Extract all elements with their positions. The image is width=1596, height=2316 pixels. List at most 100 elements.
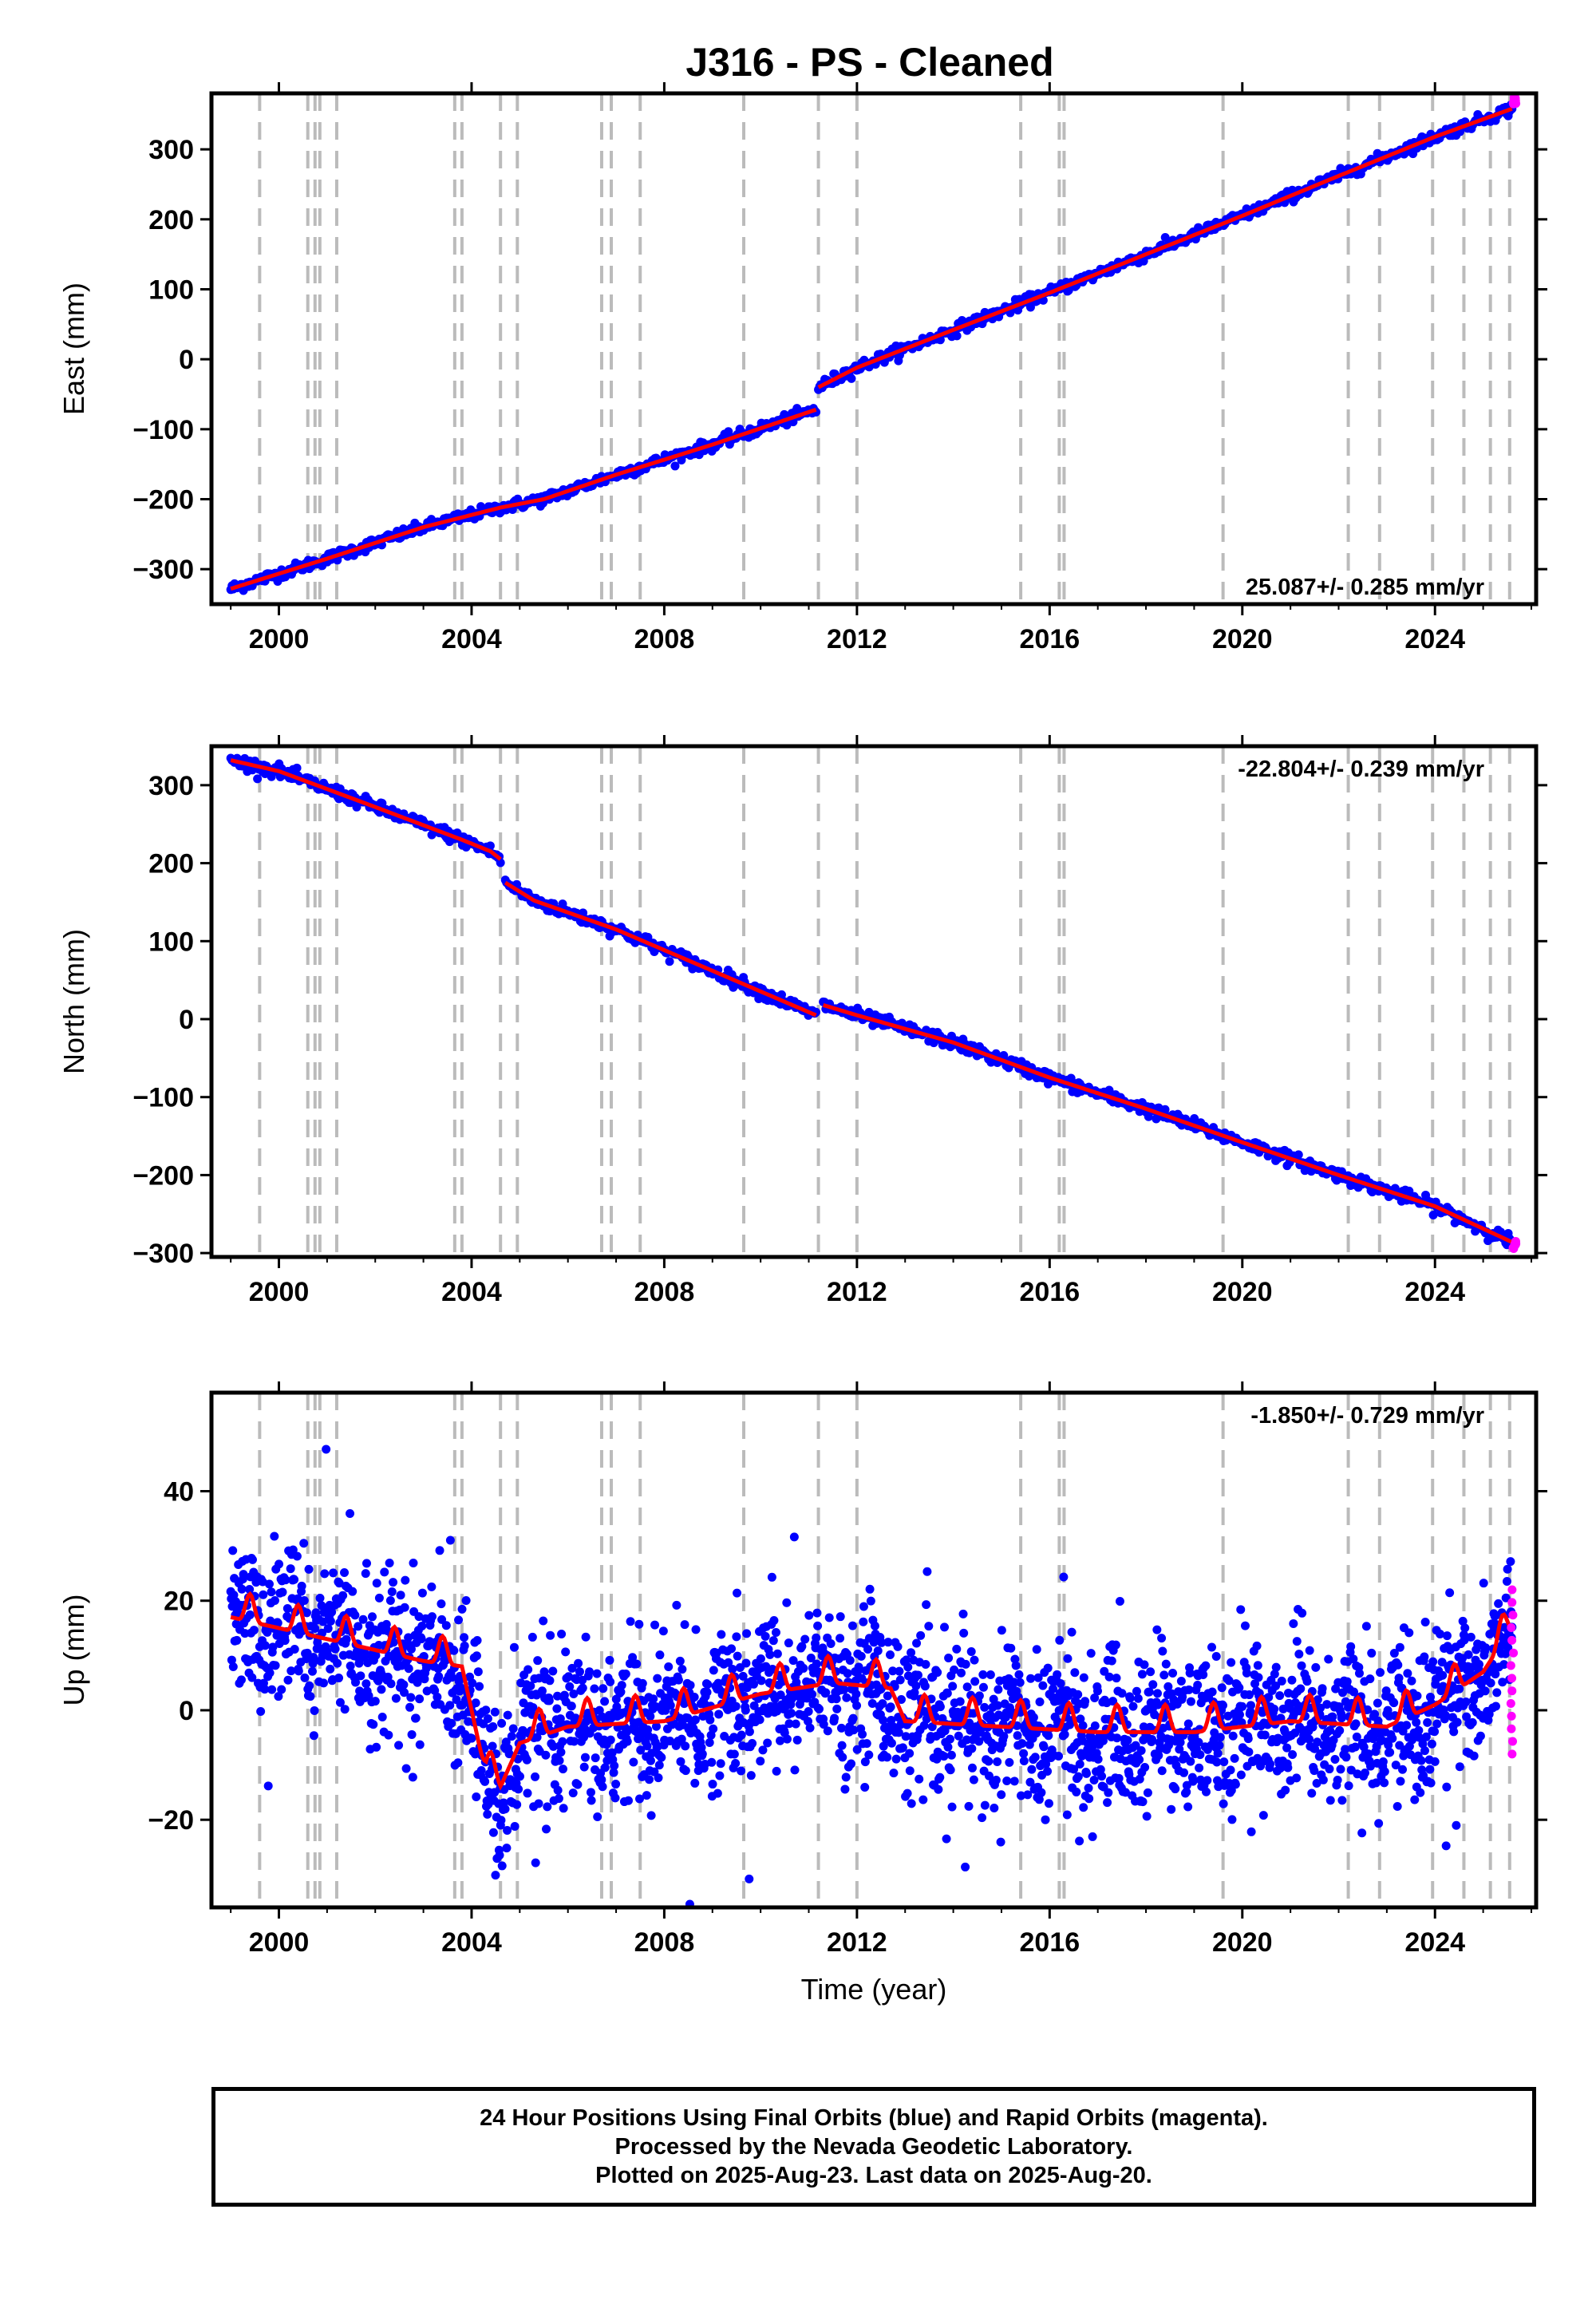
data-point <box>888 1666 898 1676</box>
data-point <box>1103 1798 1112 1808</box>
data-point <box>832 1704 842 1713</box>
data-point <box>1412 1691 1422 1701</box>
data-point <box>1025 1777 1035 1787</box>
data-point <box>860 1782 870 1792</box>
data-point <box>862 1739 871 1749</box>
data-point <box>879 1741 888 1751</box>
data-point <box>389 1638 398 1647</box>
data-point <box>333 1658 342 1668</box>
y-tick-label: 200 <box>148 849 194 879</box>
data-point <box>1349 1687 1358 1697</box>
data-point <box>404 1664 413 1674</box>
data-point <box>268 1642 278 1652</box>
data-point <box>1157 1766 1167 1776</box>
data-point <box>970 1677 980 1686</box>
data-point <box>737 1766 746 1776</box>
data-point <box>573 1780 583 1789</box>
data-point <box>626 1617 635 1626</box>
data-point <box>1484 1709 1494 1719</box>
x-tick-label: 2000 <box>249 1277 310 1307</box>
data-point <box>400 1688 409 1697</box>
data-point <box>1351 1719 1361 1729</box>
data-point <box>1017 1739 1027 1749</box>
data-point <box>1230 1753 1239 1763</box>
data-point <box>1188 1777 1198 1786</box>
data-point <box>600 1697 610 1706</box>
data-point <box>961 1862 970 1871</box>
data-point <box>1438 1670 1448 1680</box>
data-point <box>309 1653 318 1662</box>
data-point <box>865 1584 875 1594</box>
data-point <box>1111 1640 1120 1650</box>
data-point <box>266 1616 275 1626</box>
data-point <box>1075 1836 1084 1846</box>
data-point <box>784 1638 793 1648</box>
data-point <box>310 1705 319 1715</box>
data-point <box>300 1673 310 1682</box>
data-point <box>557 1629 567 1638</box>
data-point <box>812 1633 821 1642</box>
data-point <box>1013 1731 1022 1741</box>
data-point <box>915 1774 924 1784</box>
data-point <box>1508 98 1518 108</box>
data-point <box>1146 1667 1156 1677</box>
data-point <box>406 1644 416 1654</box>
data-point <box>845 1655 855 1665</box>
data-point <box>709 1724 718 1733</box>
data-point <box>1391 1761 1400 1770</box>
data-point <box>318 1628 327 1638</box>
data-point <box>1350 1742 1360 1752</box>
rapid-orbit-points <box>1508 1236 1521 1253</box>
data-point <box>1062 1810 1072 1820</box>
data-point <box>1507 1711 1516 1721</box>
y-tick-label: −300 <box>132 555 194 585</box>
data-point <box>387 1587 397 1597</box>
data-point <box>646 1712 655 1721</box>
data-point <box>491 1871 500 1880</box>
data-point <box>460 1633 469 1642</box>
data-point <box>447 1718 456 1728</box>
data-point <box>1396 1777 1405 1786</box>
data-point <box>1143 1788 1152 1797</box>
data-point <box>745 1874 754 1883</box>
data-point <box>792 1735 802 1745</box>
data-point <box>1507 1585 1517 1595</box>
data-point <box>1395 1741 1404 1750</box>
data-point <box>270 1595 279 1605</box>
data-point <box>537 1686 547 1696</box>
data-point <box>964 1801 974 1811</box>
data-point <box>772 1766 781 1776</box>
data-point <box>541 1750 551 1760</box>
data-point <box>1079 1803 1088 1812</box>
data-point <box>1460 1635 1469 1645</box>
data-point <box>575 1667 584 1677</box>
data-point <box>380 1567 389 1577</box>
y-tick-label: 0 <box>179 1005 194 1035</box>
data-point <box>944 1654 954 1663</box>
data-point <box>758 1745 768 1755</box>
data-point <box>616 1687 626 1697</box>
data-point <box>1228 1731 1238 1741</box>
data-point <box>476 1766 486 1776</box>
data-point <box>804 1717 813 1726</box>
data-point <box>609 1768 618 1777</box>
data-point <box>335 1697 345 1707</box>
data-point <box>967 1763 977 1773</box>
data-point <box>1171 1784 1180 1794</box>
data-point <box>1148 1734 1157 1744</box>
data-point <box>1270 1670 1279 1679</box>
data-point <box>497 1718 507 1728</box>
data-point <box>567 1663 577 1673</box>
data-point <box>1023 1790 1033 1800</box>
data-point <box>236 1675 246 1685</box>
data-point <box>657 1753 666 1762</box>
data-point <box>905 1749 915 1758</box>
data-point <box>980 1702 990 1712</box>
data-point <box>1312 1778 1321 1788</box>
data-point <box>658 1626 668 1636</box>
data-point <box>837 1741 847 1750</box>
data-point <box>1509 1648 1519 1658</box>
model-curve <box>230 407 817 591</box>
data-point <box>1491 1701 1500 1711</box>
data-point <box>1044 1799 1053 1808</box>
